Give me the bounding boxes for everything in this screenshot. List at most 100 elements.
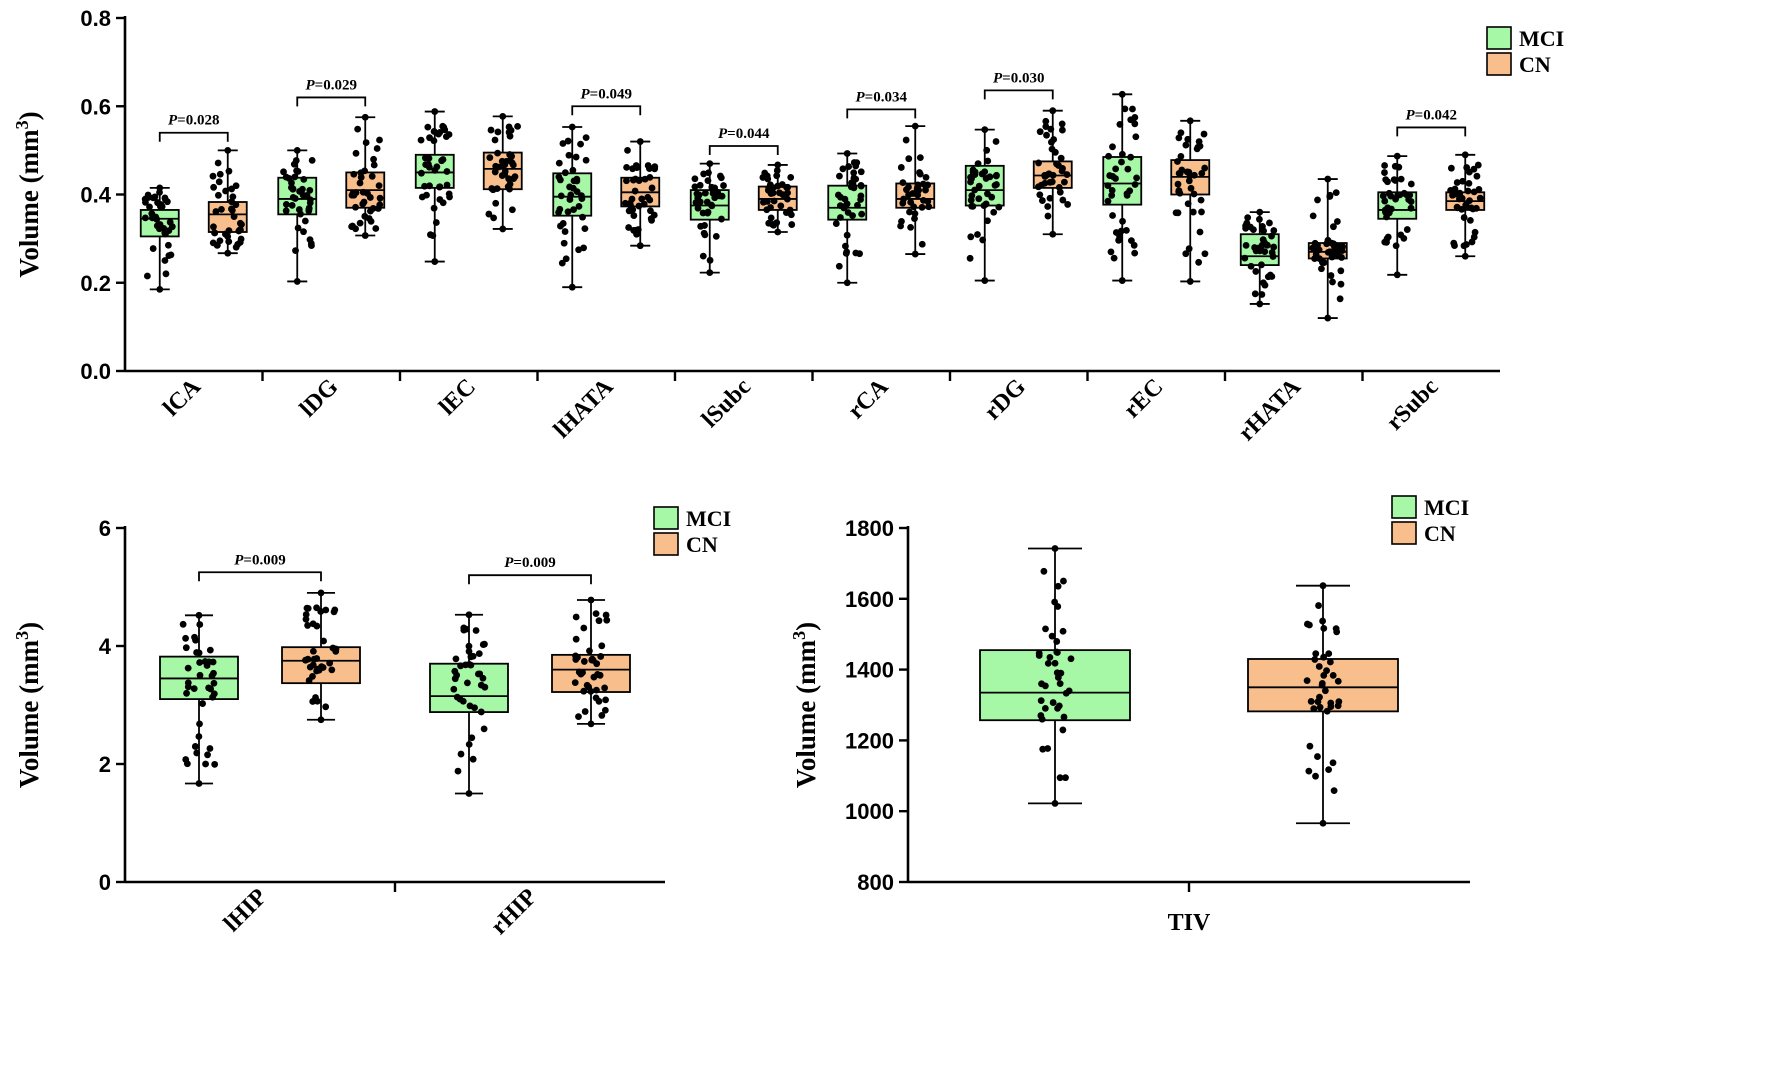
data-point (1197, 196, 1205, 204)
data-point (845, 163, 852, 170)
data-point (857, 181, 865, 189)
data-point (373, 145, 381, 152)
data-point (1036, 191, 1044, 199)
data-point (1127, 116, 1135, 124)
data-point (143, 272, 151, 280)
data-point (708, 183, 716, 191)
data-point (209, 693, 217, 701)
data-point (489, 186, 497, 194)
data-point (854, 201, 861, 209)
data-point (300, 176, 308, 183)
data-point (1270, 227, 1278, 234)
data-point (706, 269, 714, 277)
data-point (1049, 107, 1057, 115)
data-point (992, 138, 1000, 145)
data-point (474, 670, 482, 678)
data-point (1332, 625, 1340, 633)
data-point (582, 156, 590, 164)
data-point (1056, 774, 1064, 782)
data-point (575, 668, 583, 676)
data-point (501, 170, 509, 178)
data-point (983, 146, 991, 154)
data-point (280, 168, 287, 176)
data-point (774, 161, 782, 169)
data-point (899, 179, 907, 187)
data-point (1381, 162, 1388, 169)
data-point (508, 159, 516, 167)
data-point (858, 210, 866, 218)
data-point (1049, 171, 1057, 179)
data-point (593, 660, 601, 668)
data-point (357, 173, 365, 181)
data-point (1319, 819, 1327, 827)
data-point (1381, 169, 1388, 176)
significance-annotation: P=0.049 (571, 86, 642, 116)
box-mci-ldg (277, 146, 318, 285)
data-point (1381, 206, 1389, 214)
data-point (479, 674, 487, 682)
data-point (916, 170, 924, 178)
data-point (1464, 187, 1472, 195)
legend-swatch-cn (653, 532, 679, 556)
data-point (1177, 152, 1185, 160)
data-point (1065, 687, 1073, 695)
data-point (627, 201, 634, 209)
y-tick-label: 0.6 (80, 94, 111, 119)
data-point (561, 169, 569, 177)
data-point (1110, 254, 1118, 262)
data-point (1059, 126, 1066, 134)
box-cn-rec (1170, 117, 1211, 285)
data-point (182, 634, 189, 642)
data-point (368, 172, 376, 180)
data-point (210, 679, 218, 687)
data-point (559, 220, 567, 227)
data-point (1470, 233, 1478, 241)
data-point (1041, 705, 1049, 712)
data-point (352, 149, 360, 157)
data-point (209, 172, 217, 180)
data-point (633, 230, 640, 238)
data-point (579, 213, 586, 221)
data-point (788, 221, 796, 228)
data-point (153, 215, 161, 223)
y-tick-label: 0.4 (80, 183, 111, 208)
data-point (1327, 272, 1335, 279)
significance-annotation: P=0.044 (708, 126, 779, 155)
data-point (352, 203, 359, 211)
data-point (835, 262, 843, 270)
p-value-label: P=0.042 (1406, 107, 1457, 123)
x-category-label: lDG (295, 374, 344, 423)
x-category-label: rDG (980, 374, 1032, 426)
y-tick-label: 0.8 (80, 6, 111, 31)
data-point (1121, 105, 1129, 113)
data-point (1041, 173, 1049, 180)
data-point (214, 191, 222, 199)
data-point (424, 123, 432, 131)
data-point (1476, 194, 1484, 202)
data-point (560, 239, 568, 247)
data-point (641, 175, 649, 183)
data-point (361, 232, 369, 239)
data-point (1309, 212, 1317, 220)
data-point (1060, 178, 1068, 186)
data-point (1037, 697, 1045, 705)
data-point (1268, 232, 1275, 240)
data-point (1044, 212, 1052, 220)
data-point (222, 187, 229, 195)
box-mci-lhip (159, 611, 239, 787)
data-point (580, 624, 588, 632)
data-point (1174, 209, 1182, 217)
data-point (1329, 671, 1337, 679)
data-point (899, 199, 907, 207)
data-point (210, 223, 217, 231)
significance-annotation: P=0.009 (198, 552, 322, 582)
data-point (1196, 228, 1204, 236)
data-point (1336, 295, 1344, 303)
data-point (635, 202, 643, 210)
y-tick-label: 0.0 (80, 359, 111, 384)
data-point (1185, 245, 1193, 253)
data-point (1182, 141, 1190, 149)
data-point (224, 146, 232, 154)
data-point (575, 713, 582, 721)
y-tick-label: 0.2 (80, 271, 111, 296)
